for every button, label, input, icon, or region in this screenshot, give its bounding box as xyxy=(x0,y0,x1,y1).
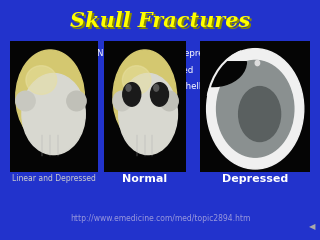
Ellipse shape xyxy=(60,85,65,91)
Ellipse shape xyxy=(122,66,151,94)
Ellipse shape xyxy=(22,73,85,155)
Ellipse shape xyxy=(141,102,152,120)
Ellipse shape xyxy=(16,91,35,111)
Ellipse shape xyxy=(34,145,69,166)
Text: Non-depressed vs Depressed: Non-depressed vs Depressed xyxy=(97,49,223,58)
Ellipse shape xyxy=(26,66,57,94)
Text: Linear and Depressed: Linear and Depressed xyxy=(12,174,96,183)
Text: ◀: ◀ xyxy=(309,222,315,231)
Text: Linear vs Egg Shell: Linear vs Egg Shell xyxy=(119,82,201,91)
Ellipse shape xyxy=(150,83,168,106)
Bar xyxy=(200,41,310,172)
Text: Normal: Normal xyxy=(122,174,167,184)
Ellipse shape xyxy=(207,49,304,169)
Ellipse shape xyxy=(16,50,84,144)
Ellipse shape xyxy=(119,73,177,155)
Ellipse shape xyxy=(126,85,131,91)
Ellipse shape xyxy=(130,145,163,166)
Wedge shape xyxy=(188,62,246,87)
Text: Skull Fractures: Skull Fractures xyxy=(72,13,253,33)
Ellipse shape xyxy=(26,83,46,106)
Ellipse shape xyxy=(113,50,177,144)
Bar xyxy=(104,41,186,172)
Text: Skull Fractures: Skull Fractures xyxy=(70,11,250,31)
Text: Open vs Closed: Open vs Closed xyxy=(126,66,194,74)
Ellipse shape xyxy=(239,87,281,142)
Ellipse shape xyxy=(255,60,260,66)
Bar xyxy=(34,135,66,156)
Ellipse shape xyxy=(113,91,131,111)
Bar xyxy=(130,135,159,156)
Text: http://www.emedicine.com/med/topic2894.htm: http://www.emedicine.com/med/topic2894.h… xyxy=(70,214,250,223)
Ellipse shape xyxy=(46,102,58,120)
Ellipse shape xyxy=(154,85,159,91)
Ellipse shape xyxy=(67,91,86,111)
Text: Depressed: Depressed xyxy=(222,174,288,184)
Bar xyxy=(10,41,98,172)
Ellipse shape xyxy=(160,91,178,111)
Ellipse shape xyxy=(56,83,76,106)
Ellipse shape xyxy=(30,85,35,91)
Ellipse shape xyxy=(123,83,141,106)
Ellipse shape xyxy=(217,60,294,157)
